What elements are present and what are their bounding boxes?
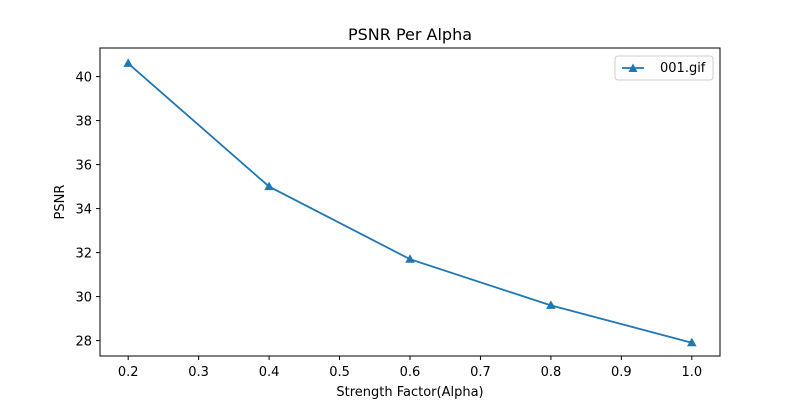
legend-entry-label: 001.gif <box>660 61 706 76</box>
data-point-marker <box>264 181 274 191</box>
data-point-marker <box>687 337 697 347</box>
x-tick-label: 0.2 <box>118 365 139 380</box>
x-tick-label: 0.3 <box>188 365 209 380</box>
legend: 001.gif <box>614 55 714 81</box>
y-tick-label: 28 <box>75 335 92 350</box>
x-tick-label: 0.9 <box>611 365 632 380</box>
y-tick-label: 40 <box>75 71 92 86</box>
x-tick-label: 0.8 <box>541 365 562 380</box>
data-point-marker <box>546 300 556 309</box>
y-tick-label: 36 <box>75 159 92 174</box>
x-tick-label: 0.7 <box>470 365 491 380</box>
chart-title: PSNR Per Alpha <box>348 25 472 44</box>
y-tick-label: 32 <box>75 247 92 262</box>
series-layer <box>123 58 697 347</box>
x-tick-label: 0.6 <box>400 365 421 380</box>
x-axis-label: Strength Factor(Alpha) <box>336 385 483 400</box>
y-tick-label: 34 <box>75 203 92 218</box>
y-axis-label: PSNR <box>53 185 68 220</box>
plot-frame <box>99 47 721 357</box>
x-tick-label: 0.5 <box>329 365 350 380</box>
y-tick-label: 38 <box>75 115 92 130</box>
legend-triangle-marker <box>628 63 638 72</box>
y-axis: 28 30 32 34 36 38 40 <box>75 71 100 350</box>
data-point-marker <box>405 254 415 263</box>
series-line <box>127 62 693 344</box>
legend-box <box>614 55 714 81</box>
x-tick-label: 0.4 <box>259 365 280 380</box>
data-point-marker <box>123 58 133 67</box>
y-tick-label: 30 <box>75 291 92 306</box>
x-tick-label: 1.0 <box>681 365 702 380</box>
x-axis: 0.2 0.3 0.4 0.5 0.6 0.7 0.8 0.9 1.0 <box>118 356 702 380</box>
